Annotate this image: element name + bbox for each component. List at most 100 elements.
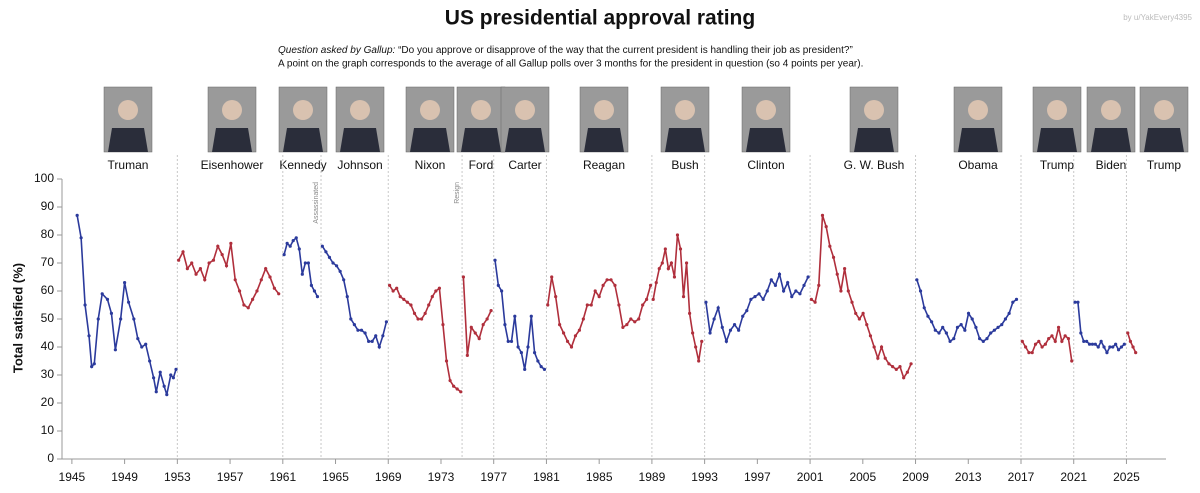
data-point xyxy=(1073,300,1077,304)
x-tick-label: 2017 xyxy=(1008,470,1035,484)
series-line xyxy=(321,245,388,350)
data-point xyxy=(597,295,601,299)
data-point xyxy=(1053,339,1057,343)
data-point xyxy=(465,353,469,357)
data-point xyxy=(485,317,489,321)
data-point xyxy=(539,365,543,369)
series-line xyxy=(546,276,652,349)
president-name: Trump xyxy=(1147,158,1182,172)
data-point xyxy=(1090,342,1095,346)
y-axis-label: Total satisfied (%) xyxy=(10,263,25,373)
data-point xyxy=(922,306,926,310)
series-line xyxy=(705,271,809,344)
data-point xyxy=(1108,345,1112,349)
data-point xyxy=(513,314,517,318)
y-tick-label: 100 xyxy=(34,171,54,185)
data-point xyxy=(203,278,207,282)
president-name: Nixon xyxy=(415,158,446,172)
data-point xyxy=(345,295,349,299)
data-point xyxy=(887,362,891,366)
president-name: Clinton xyxy=(747,158,784,172)
president-name: Obama xyxy=(958,158,998,172)
portrait-suit xyxy=(584,128,624,152)
data-point xyxy=(824,225,828,229)
data-point xyxy=(974,325,978,329)
data-point xyxy=(915,278,919,282)
x-tick-label: 1985 xyxy=(586,470,613,484)
data-point xyxy=(300,272,304,276)
x-tick-label: 1977 xyxy=(480,470,507,484)
data-point xyxy=(152,376,156,380)
president-name: Trump xyxy=(1040,158,1075,172)
data-point xyxy=(978,337,982,341)
data-point xyxy=(641,303,645,307)
data-point xyxy=(585,303,589,307)
data-point xyxy=(1000,323,1004,327)
data-point xyxy=(820,213,825,217)
data-point xyxy=(876,356,880,360)
data-point xyxy=(496,283,500,287)
data-point xyxy=(327,255,332,259)
data-point xyxy=(1020,339,1024,343)
data-point xyxy=(1096,345,1100,349)
data-point xyxy=(937,331,941,335)
data-point xyxy=(331,261,335,265)
data-point xyxy=(165,393,169,397)
data-point xyxy=(1131,345,1135,349)
data-point xyxy=(663,247,667,251)
y-tick-label: 80 xyxy=(41,227,55,241)
data-point xyxy=(493,258,497,262)
data-point xyxy=(654,281,658,285)
president-name: Eisenhower xyxy=(201,158,264,172)
portrait-face xyxy=(1101,100,1121,120)
data-point xyxy=(1128,339,1133,343)
portrait-face xyxy=(756,100,776,120)
data-point xyxy=(1066,337,1071,341)
data-point xyxy=(708,331,712,335)
data-point xyxy=(645,297,649,301)
data-point xyxy=(264,267,268,271)
x-tick-label: 1957 xyxy=(217,470,244,484)
data-point xyxy=(113,348,117,352)
data-point xyxy=(854,311,858,315)
data-point xyxy=(944,331,948,335)
data-point xyxy=(367,339,371,343)
x-tick-label: 2001 xyxy=(797,470,824,484)
data-point xyxy=(802,283,806,287)
data-point xyxy=(728,328,733,332)
data-point xyxy=(831,255,836,259)
portrait-face xyxy=(118,100,138,120)
data-point xyxy=(246,306,250,310)
data-point xyxy=(79,236,83,240)
president-name: Truman xyxy=(108,158,149,172)
data-point xyxy=(542,367,547,371)
y-tick-label: 30 xyxy=(41,367,55,381)
data-point xyxy=(691,331,695,335)
data-point xyxy=(402,297,406,301)
data-point xyxy=(1079,331,1083,335)
portrait-suit xyxy=(461,128,501,152)
data-point xyxy=(272,286,276,290)
president-name: G. W. Bush xyxy=(844,158,905,172)
data-point xyxy=(1085,339,1089,343)
data-point xyxy=(409,303,413,307)
subtitle-question: “Do you approve or disapprove of the way… xyxy=(398,45,853,56)
data-point xyxy=(1043,342,1047,346)
data-point xyxy=(712,317,716,321)
data-point xyxy=(312,289,317,293)
x-tick-label: 1989 xyxy=(639,470,666,484)
data-point xyxy=(437,286,442,290)
x-tick-label: 2025 xyxy=(1113,470,1140,484)
data-point xyxy=(861,311,865,315)
data-point xyxy=(1027,351,1031,355)
data-point xyxy=(441,323,445,327)
data-point xyxy=(509,339,514,343)
president-name: Biden xyxy=(1096,158,1127,172)
data-point xyxy=(1099,339,1103,343)
data-point xyxy=(806,275,810,279)
data-point xyxy=(790,295,794,299)
data-point xyxy=(285,241,289,245)
data-point xyxy=(609,278,613,282)
data-point xyxy=(1007,311,1011,315)
subtitle: Question asked by Gallup: “Do you approv… xyxy=(278,45,853,56)
